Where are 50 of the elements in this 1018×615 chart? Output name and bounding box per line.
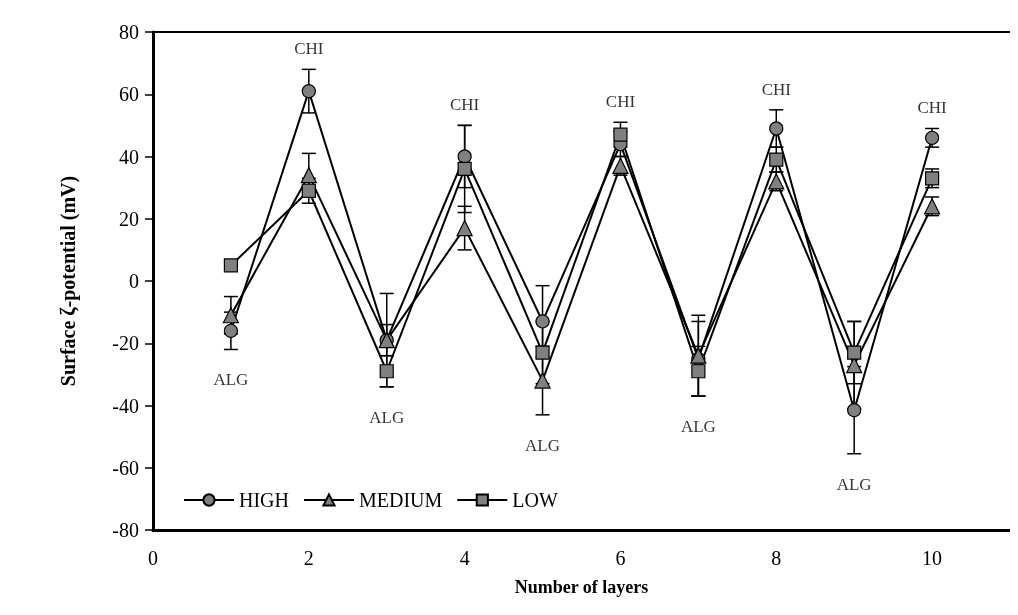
point: [535, 314, 550, 329]
annotation: ALG: [836, 474, 872, 494]
legend-label: HIGH: [239, 489, 289, 511]
point: [457, 149, 472, 164]
point: [691, 364, 706, 379]
y-tick-label: 80: [119, 21, 139, 43]
x-tick-label: 4: [459, 547, 470, 569]
point: [535, 345, 550, 360]
y-tick-label: -60: [112, 456, 139, 479]
x-tick-label: 10: [922, 547, 943, 569]
y-tick-label: 60: [119, 83, 139, 106]
annotation: CHI: [761, 79, 792, 99]
annotation: ALG: [525, 435, 561, 455]
point: [223, 258, 239, 273]
point: [847, 345, 862, 360]
legend-label: LOW: [512, 489, 558, 511]
y-axis-title: Surface ζ-potential (mV): [57, 175, 80, 387]
point: [769, 121, 784, 136]
point: [301, 84, 316, 99]
annotation: ALG: [680, 417, 716, 437]
x-tick-label: 6: [615, 547, 626, 569]
annotation: CHI: [294, 39, 324, 59]
point: [457, 161, 472, 177]
legend-label: MEDIUM: [358, 489, 443, 511]
x-axis-title: Number of layers: [514, 577, 649, 597]
annotation: CHI: [450, 95, 480, 115]
point: [769, 152, 784, 167]
annotation: CHI: [605, 92, 636, 112]
point: [379, 364, 394, 379]
y-tick-label: -40: [112, 394, 139, 417]
point: [223, 323, 239, 338]
y-tick-label: 0: [129, 270, 139, 292]
annotation: CHI: [917, 98, 948, 118]
annotation: ALG: [369, 407, 405, 427]
y-tick-label: 20: [119, 207, 139, 230]
point: [690, 347, 707, 364]
point: [300, 167, 317, 184]
point: [222, 307, 240, 324]
x-tick-label: 0: [148, 547, 158, 569]
y-tick-label: -80: [112, 519, 139, 541]
point: [847, 403, 862, 418]
point: [301, 183, 316, 198]
annotation: ALG: [213, 370, 249, 390]
point: [534, 372, 551, 389]
point: [456, 219, 473, 237]
x-tick-label: 2: [303, 547, 314, 569]
y-tick-label: 40: [119, 145, 139, 168]
y-tick-label: -20: [112, 332, 139, 355]
x-tick-label: 8: [771, 547, 782, 569]
point: [613, 127, 628, 142]
